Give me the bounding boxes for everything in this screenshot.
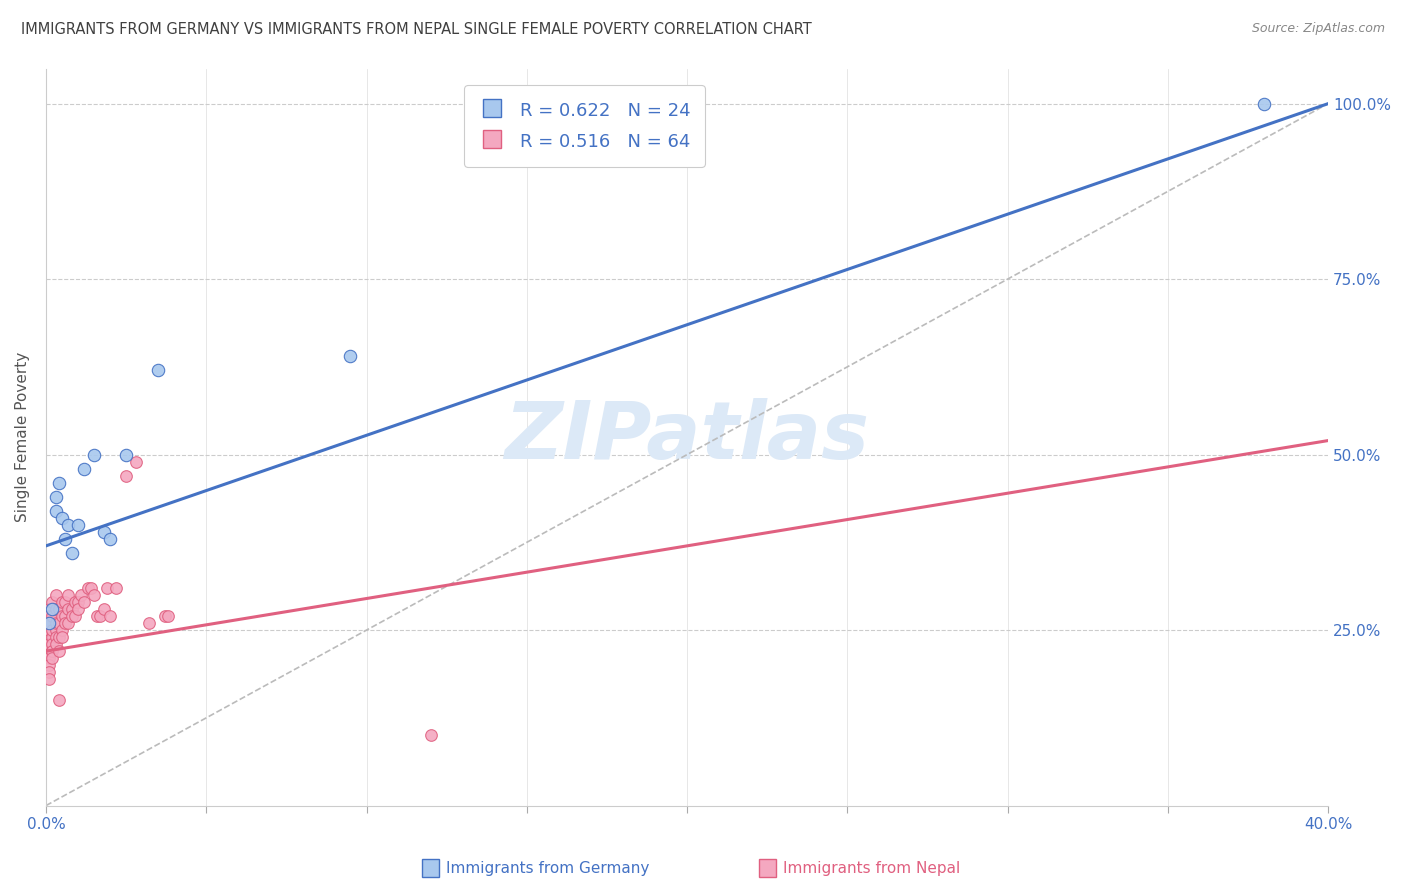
Point [45, 588, 67, 602]
Point [1253, 96, 1275, 111]
Point [89, 609, 111, 624]
Point [38, 609, 60, 624]
Point [60, 602, 83, 616]
Point [45, 623, 67, 637]
Point [38, 665, 60, 680]
Point [48, 616, 70, 631]
Text: Immigrants from Germany: Immigrants from Germany [446, 862, 650, 876]
Point [45, 490, 67, 504]
Point [38, 644, 60, 658]
Point [531, 96, 554, 111]
Point [45, 637, 67, 651]
Point [58, 616, 80, 631]
Point [38, 672, 60, 686]
Point [73, 595, 96, 609]
Point [156, 609, 179, 624]
Point [38, 616, 60, 631]
Point [96, 581, 118, 595]
Point [564, 96, 586, 111]
Point [41, 595, 63, 609]
Point [58, 602, 80, 616]
Point [41, 637, 63, 651]
Point [66, 595, 89, 609]
Point [38, 637, 60, 651]
Point [138, 616, 160, 631]
Point [86, 609, 108, 624]
Point [48, 630, 70, 644]
Point [73, 461, 96, 475]
Point [41, 651, 63, 665]
Point [41, 644, 63, 658]
Point [48, 644, 70, 658]
Point [76, 581, 98, 595]
Point [38, 602, 60, 616]
Point [93, 602, 115, 616]
Point [63, 609, 86, 624]
Point [93, 524, 115, 539]
Point [58, 517, 80, 532]
Point [38, 616, 60, 631]
Point [51, 623, 73, 637]
Point [153, 609, 176, 624]
Text: ZIPatlas: ZIPatlas [505, 398, 869, 476]
Point [38, 630, 60, 644]
Point [83, 448, 105, 462]
Point [38, 658, 60, 673]
Point [38, 623, 60, 637]
Point [98, 532, 121, 546]
Point [38, 651, 60, 665]
Point [53, 616, 76, 631]
Point [146, 363, 169, 377]
Point [80, 581, 103, 595]
Text: Immigrants from Nepal: Immigrants from Nepal [783, 862, 960, 876]
Point [339, 349, 361, 363]
Point [115, 448, 138, 462]
Point [45, 602, 67, 616]
Point [115, 468, 138, 483]
Point [105, 581, 128, 595]
Point [125, 455, 148, 469]
Point [48, 602, 70, 616]
Y-axis label: Single Female Poverty: Single Female Poverty [15, 352, 30, 522]
Text: Source: ZipAtlas.com: Source: ZipAtlas.com [1251, 22, 1385, 36]
Point [41, 602, 63, 616]
Point [48, 475, 70, 490]
Point [60, 546, 83, 560]
Point [38, 616, 60, 631]
Point [41, 623, 63, 637]
Text: IMMIGRANTS FROM GERMANY VS IMMIGRANTS FROM NEPAL SINGLE FEMALE POVERTY CORRELATI: IMMIGRANTS FROM GERMANY VS IMMIGRANTS FR… [21, 22, 811, 37]
Point [48, 693, 70, 707]
Point [45, 630, 67, 644]
Point [60, 609, 83, 624]
Point [51, 595, 73, 609]
Point [83, 588, 105, 602]
Point [51, 609, 73, 624]
Point [66, 602, 89, 616]
Point [53, 609, 76, 624]
Point [98, 609, 121, 624]
Point [66, 517, 89, 532]
Point [419, 728, 441, 742]
Point [51, 510, 73, 524]
Point [58, 588, 80, 602]
Point [53, 532, 76, 546]
Legend: R = 0.622   N = 24, R = 0.516   N = 64: R = 0.622 N = 24, R = 0.516 N = 64 [464, 85, 704, 167]
Point [41, 630, 63, 644]
Point [51, 630, 73, 644]
Point [53, 595, 76, 609]
Point [45, 616, 67, 631]
Point [41, 609, 63, 624]
Point [63, 595, 86, 609]
Point [45, 504, 67, 518]
Point [70, 588, 93, 602]
Point [38, 637, 60, 651]
